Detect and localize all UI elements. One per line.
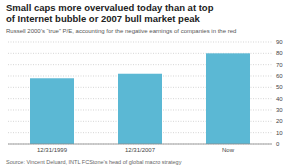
y-tick-label: 70 <box>276 62 283 68</box>
x-tick-label: 12/31/2007 <box>125 147 156 153</box>
y-tick-label: 90 <box>276 39 283 45</box>
bars <box>30 53 250 144</box>
title: Small caps more overvalued today than at… <box>6 2 214 13</box>
y-tick-label: 10 <box>276 130 283 136</box>
grid <box>8 42 272 144</box>
grid-line <box>8 42 272 43</box>
x-axis <box>8 144 272 145</box>
subtitle: Russell 2000’s “true” P/E, accounting fo… <box>6 28 236 34</box>
bar <box>206 53 250 144</box>
grid-line <box>8 144 272 145</box>
x-tick-label: 12/31/1999 <box>37 147 68 153</box>
y-tick-label: 50 <box>276 84 283 90</box>
bar <box>30 78 74 144</box>
x-tick-label: Now <box>222 147 235 153</box>
y-tick-label: 20 <box>276 118 283 124</box>
bar <box>118 74 162 144</box>
y-tick-label: 80 <box>276 50 283 56</box>
y-tick-label: 0 <box>276 141 280 147</box>
title: of Internet bubble or 2007 bull market p… <box>6 13 200 24</box>
source: Source: Vincent Deluard, INTL FCStone’s … <box>6 159 182 165</box>
y-tick-label: 60 <box>276 73 283 79</box>
y-tick-label: 40 <box>276 96 283 102</box>
chart: Small caps more overvalued today than at… <box>0 0 299 168</box>
y-tick-label: 30 <box>276 107 283 113</box>
